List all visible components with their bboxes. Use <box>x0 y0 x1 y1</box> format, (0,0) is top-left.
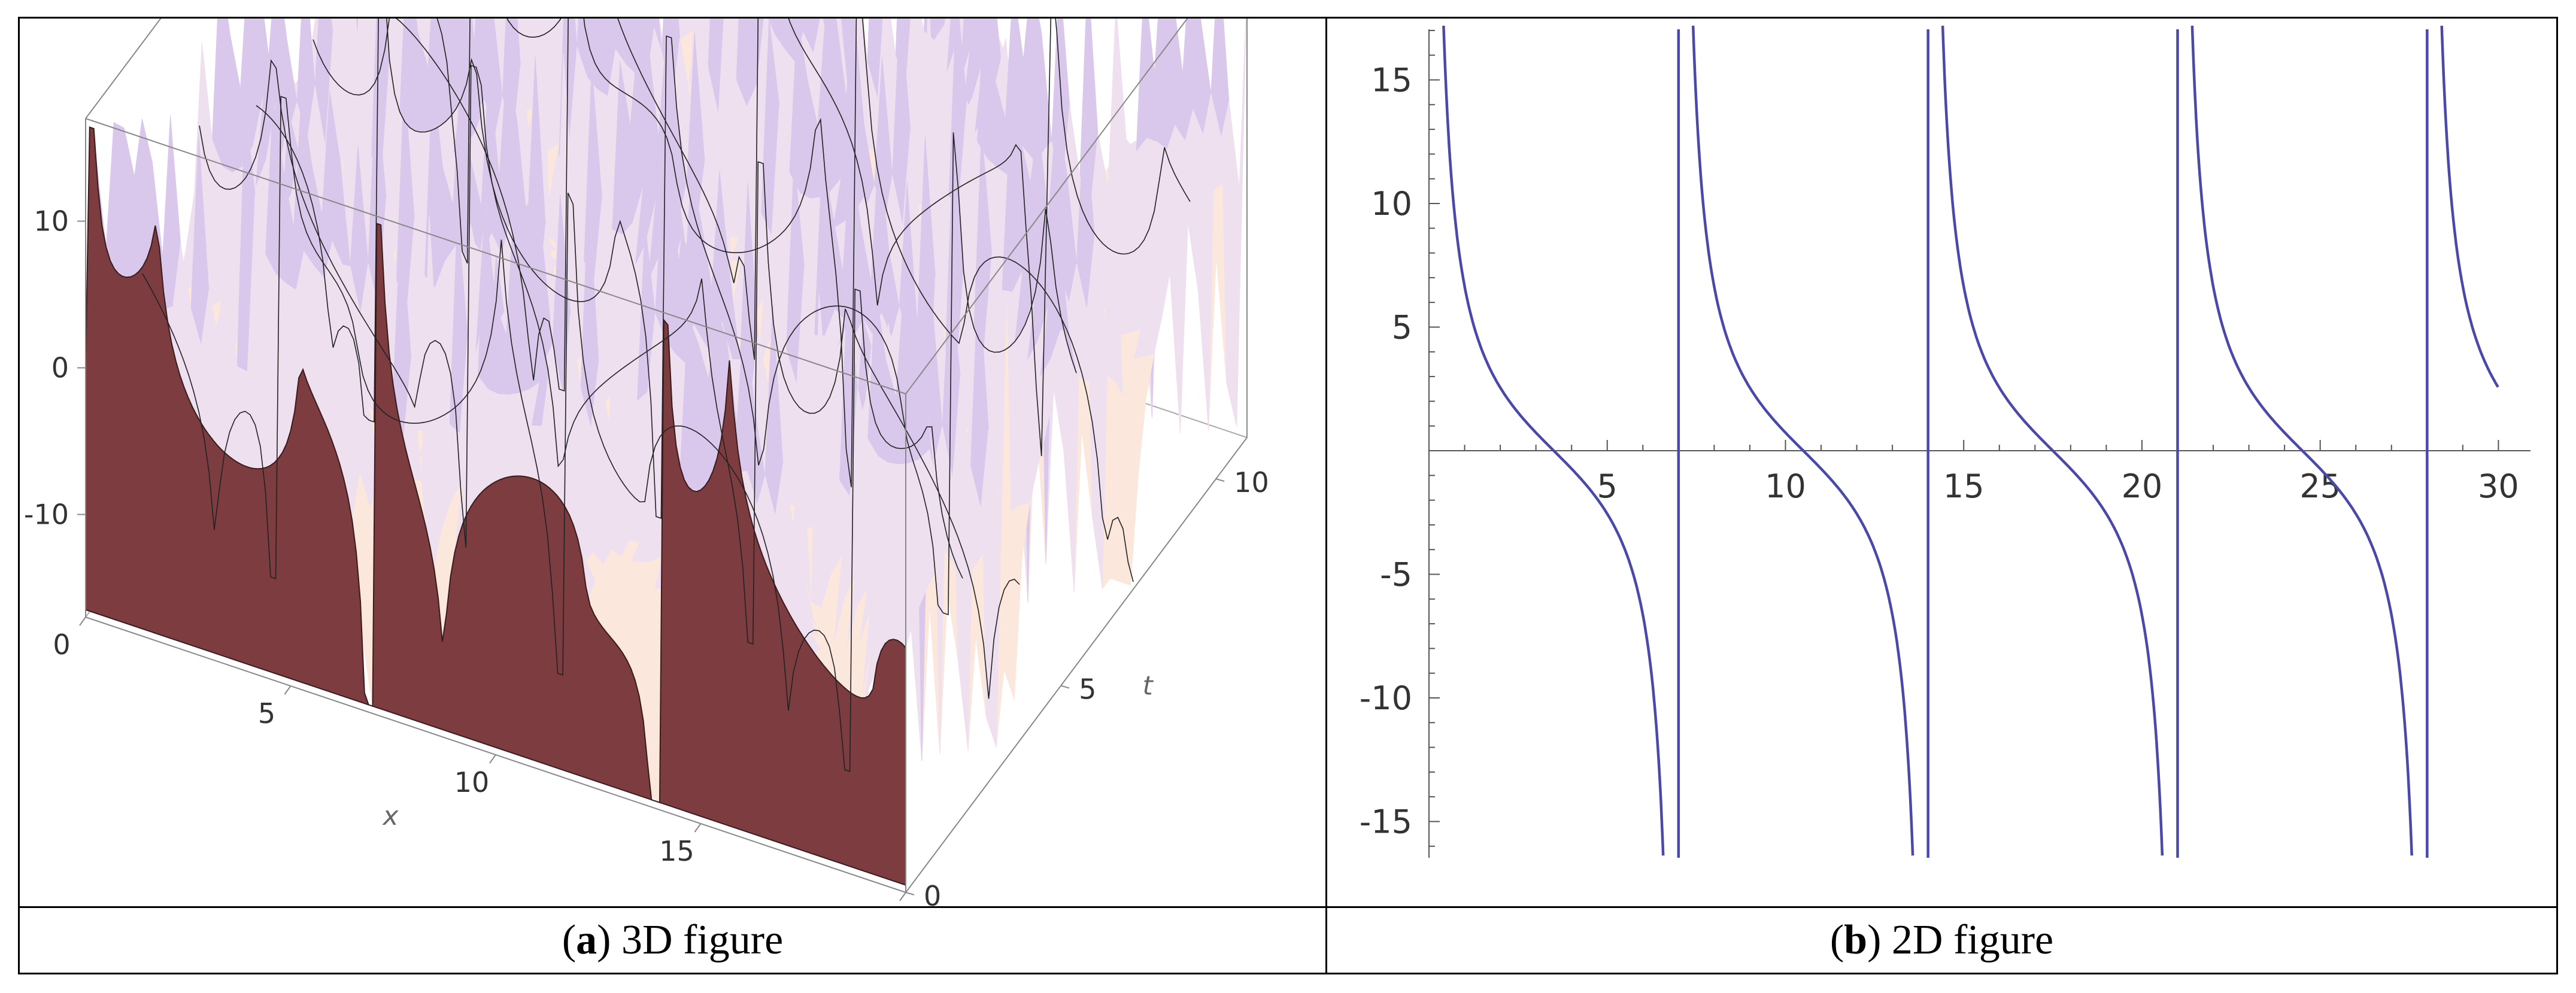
caption-divider-horizontal <box>18 906 2558 908</box>
caption-b-text: 2D figure <box>1891 917 2054 963</box>
x-tick-label: 25 <box>2299 467 2341 505</box>
x-tick-label: 10 <box>1765 467 1806 505</box>
curve-branch <box>1691 25 1914 856</box>
caption-b: (b) 2D figure <box>1829 917 2054 963</box>
line-2d-plot: 5 10 15 20 25 30 15 10 5 -5 -10 -15 <box>1360 25 2531 858</box>
x-tick-label: 20 <box>2122 467 2163 505</box>
y-tick-label: -15 <box>1360 803 1412 841</box>
curve-branch <box>2190 25 2413 856</box>
curve-branch <box>2440 25 2499 388</box>
t-axis-label: t <box>1143 670 1154 701</box>
panel-divider-vertical <box>1325 17 1327 974</box>
surface-3d-plot: 0 5 10 15 20 x 0 5 10 t 10 0 -10 <box>24 0 1269 937</box>
t-tick-label: 0 <box>924 880 941 906</box>
axes-ticks-3d: 0 5 10 15 20 x 0 5 10 t 10 0 -10 <box>24 205 1269 937</box>
t-tick-label: 5 <box>1079 673 1096 706</box>
y-tick-label: 10 <box>1371 185 1412 223</box>
curve-branch <box>1941 25 2164 856</box>
x-tick <box>79 617 86 626</box>
z-tick-label: 0 <box>51 352 69 384</box>
mesh-line <box>142 96 963 772</box>
x-tick-label: 10 <box>454 766 490 798</box>
x-tick <box>899 892 906 901</box>
panel-2d: 5 10 15 20 25 30 15 10 5 -5 -10 -15 <box>1327 19 2556 906</box>
x-tick-label: 15 <box>1943 467 1985 505</box>
x-tick <box>489 754 496 764</box>
curve-branch <box>1442 25 1665 856</box>
y-tick-label: -5 <box>1380 556 1412 594</box>
caption-a: (a) 3D figure <box>562 917 784 963</box>
t-tick <box>1215 478 1225 482</box>
t-tick <box>1060 685 1070 689</box>
mesh-line <box>199 59 1020 699</box>
box-edge <box>85 118 906 394</box>
x-tick-label: 20 <box>864 904 900 906</box>
y-tick-label: 15 <box>1371 62 1412 99</box>
surface-mesh <box>85 0 1247 886</box>
z-tick-label: -10 <box>24 499 69 531</box>
panel-3d: 0 5 10 15 20 x 0 5 10 t 10 0 -10 <box>20 0 1325 937</box>
mesh-line <box>312 0 1134 582</box>
x-tick-label: 5 <box>258 697 275 730</box>
mesh-line <box>256 0 1077 616</box>
box-edge <box>905 437 1248 893</box>
y-tick-label: -10 <box>1360 679 1412 717</box>
x-tick <box>694 823 702 833</box>
caption-b-letter: b <box>1844 917 1868 963</box>
y-tick-label: 5 <box>1392 309 1412 347</box>
x-tick-label: 15 <box>659 835 694 867</box>
x-axis-label: x <box>382 801 399 831</box>
t-tick <box>905 892 915 895</box>
caption-a-text: 3D figure <box>621 917 784 963</box>
x-tick-label: 0 <box>53 628 70 661</box>
figure-frame <box>18 17 2558 974</box>
t-tick-label: 10 <box>1234 466 1269 499</box>
x-tick-label: 5 <box>1597 467 1618 505</box>
axes-2d: 5 10 15 20 25 30 15 10 5 -5 -10 -15 <box>1360 29 2531 858</box>
x-tick <box>284 685 292 695</box>
box-edge <box>85 0 175 119</box>
function-curve <box>1442 25 2499 858</box>
caption-a-letter: a <box>576 917 597 963</box>
x-tick-label: 30 <box>2478 467 2519 505</box>
z-tick-label: 10 <box>34 205 69 238</box>
